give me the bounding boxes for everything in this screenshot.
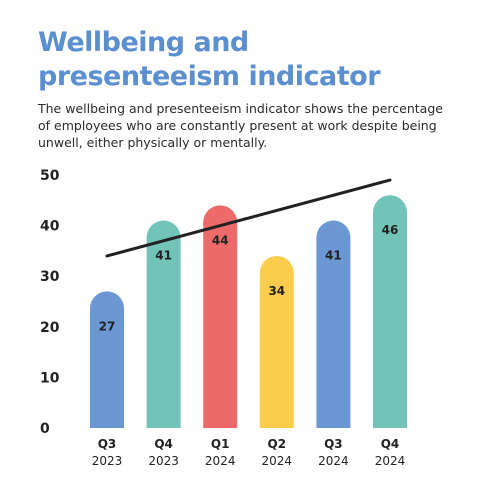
x-tick-label-quarter: Q4 (154, 437, 173, 451)
chart-title: Wellbeing and presenteeism indicator (38, 27, 381, 92)
bar (90, 291, 124, 428)
data-label: 34 (268, 284, 285, 298)
y-tick-label: 20 (40, 320, 60, 336)
x-tick-label-quarter: Q4 (381, 437, 400, 451)
x-tick-label-quarter: Q1 (211, 437, 230, 451)
data-label: 46 (382, 223, 399, 237)
x-tick-label-year: 2024 (262, 454, 293, 468)
x-tick-label-quarter: Q2 (268, 437, 287, 451)
x-tick-label-quarter: Q3 (324, 437, 343, 451)
data-label: 27 (99, 319, 116, 333)
data-label: 41 (325, 249, 342, 263)
trend-line (105, 178, 392, 258)
y-tick-label: 30 (40, 269, 60, 285)
data-label: 41 (155, 249, 172, 263)
bar (259, 255, 294, 428)
y-tick-label: 10 (40, 370, 60, 386)
bar (373, 195, 407, 428)
x-tick-label-year: 2024 (318, 454, 349, 468)
bar (316, 220, 351, 428)
y-tick-label: 40 (40, 219, 60, 235)
x-tick-label-year: 2024 (205, 454, 236, 468)
bar (146, 220, 181, 428)
bar (203, 205, 238, 428)
y-tick-label: 50 (40, 168, 60, 184)
x-tick-label-quarter: Q3 (98, 437, 117, 451)
x-tick-label-year: 2023 (92, 454, 123, 468)
y-tick-label: 0 (40, 421, 50, 437)
data-label: 44 (212, 233, 229, 247)
chart-subtitle: The wellbeing and presenteeism indicator… (38, 101, 443, 150)
x-tick-label-year: 2023 (148, 454, 179, 468)
x-tick-label-year: 2024 (375, 454, 406, 468)
